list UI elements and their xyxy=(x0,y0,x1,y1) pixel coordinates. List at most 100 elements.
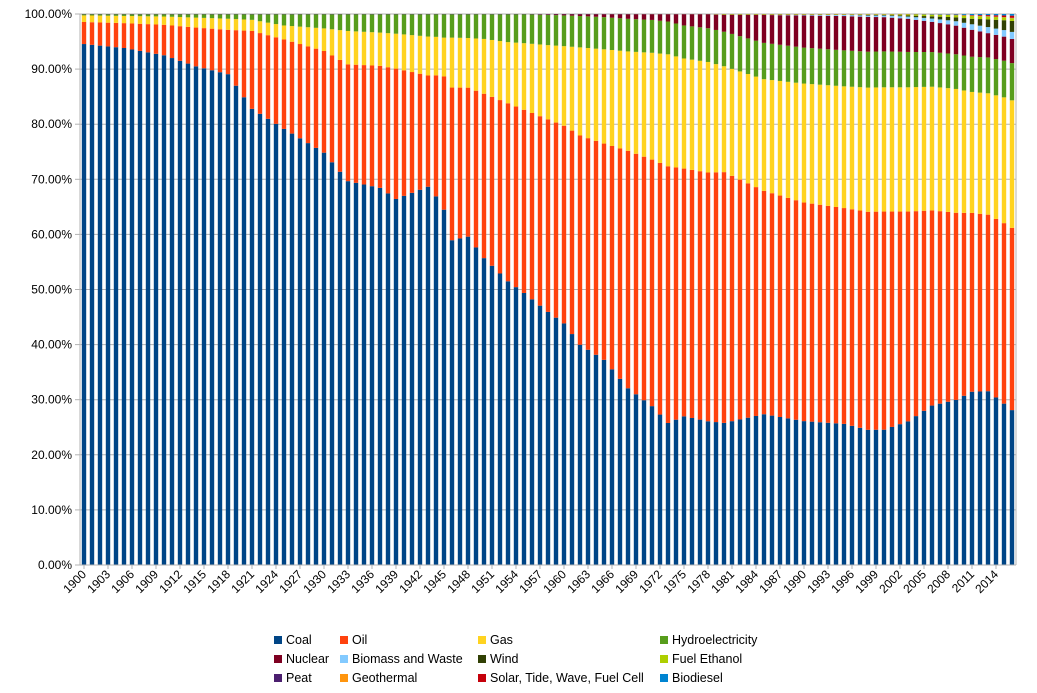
bar-1951-gas xyxy=(489,39,495,97)
x-tick-label: 1960 xyxy=(540,567,569,596)
bar-1967-gas xyxy=(617,50,623,149)
bar-1900-gas xyxy=(81,15,87,22)
bar-1921-oil xyxy=(249,30,255,109)
bar-1989-oil xyxy=(793,200,799,420)
bar-2001-gas xyxy=(889,87,895,212)
bar-1965-nuclear xyxy=(601,14,607,18)
bar-1930-hydroelectricity xyxy=(321,14,327,29)
bar-2006-nuclear xyxy=(929,21,935,53)
bar-1912-coal xyxy=(177,60,183,565)
bar-1934-oil xyxy=(353,64,359,183)
bar-1993-nuclear xyxy=(825,15,831,50)
bar-1976-nuclear xyxy=(689,14,695,27)
bar-2015-biodiesel xyxy=(1001,14,1007,16)
legend-swatch xyxy=(660,636,668,644)
legend-label: Geothermal xyxy=(352,671,417,685)
bar-1983-hydroelectricity xyxy=(745,38,751,74)
bar-2005-gas xyxy=(921,86,927,211)
bar-1973-coal xyxy=(665,422,671,565)
bar-1916-hydroelectricity xyxy=(209,14,215,19)
bar-1977-nuclear xyxy=(697,14,703,28)
x-tick-label: 1945 xyxy=(420,567,449,596)
bar-1988-hydroelectricity xyxy=(785,45,791,82)
bar-1991-nuclear xyxy=(809,15,815,49)
legend-swatch xyxy=(274,636,282,644)
bar-1985-hydroelectricity xyxy=(761,42,767,80)
bar-2007-fuel-ethanol xyxy=(937,14,943,17)
bar-2000-nuclear xyxy=(881,17,887,52)
bar-1978-gas xyxy=(705,61,711,173)
bar-2013-fuel-ethanol xyxy=(985,16,991,20)
bar-2016-nuclear xyxy=(1009,39,1015,64)
bar-2003-oil xyxy=(905,211,911,422)
bar-1921-hydroelectricity xyxy=(249,14,255,20)
bar-1943-hydroelectricity xyxy=(425,14,431,37)
bar-1977-gas xyxy=(697,60,703,172)
bar-1915-oil xyxy=(201,28,207,69)
bar-2010-wind xyxy=(961,18,967,23)
legend-label: Biomass and Waste xyxy=(352,652,463,666)
bar-1926-hydroelectricity xyxy=(289,14,295,27)
bar-2009-wind xyxy=(953,17,959,22)
bar-2016-hydroelectricity xyxy=(1009,63,1015,101)
bar-1969-oil xyxy=(633,153,639,395)
bar-1990-gas xyxy=(801,83,807,203)
y-tick-label: 70.00% xyxy=(31,172,72,186)
bar-1914-coal xyxy=(193,66,199,566)
bar-1990-oil xyxy=(801,202,807,422)
bar-1937-coal xyxy=(377,187,383,565)
legend-label: Fuel Ethanol xyxy=(672,652,742,666)
bar-1900-hydroelectricity xyxy=(81,14,87,16)
bar-1956-oil xyxy=(529,113,535,300)
bar-1957-gas xyxy=(537,44,543,117)
bar-1948-gas xyxy=(465,38,471,88)
bar-1946-coal xyxy=(449,240,455,566)
bar-1999-gas xyxy=(873,87,879,212)
bar-1932-coal xyxy=(337,171,343,565)
bar-1972-oil xyxy=(657,162,663,415)
bar-2000-gas xyxy=(881,87,887,212)
bar-1962-nuclear xyxy=(577,14,583,16)
bar-1995-fuel-ethanol xyxy=(841,14,847,15)
bar-1940-hydroelectricity xyxy=(401,14,407,35)
bar-1922-oil xyxy=(257,33,263,114)
bar-1994-nuclear xyxy=(833,15,839,50)
bar-1979-nuclear xyxy=(713,14,719,30)
bar-1939-coal xyxy=(393,198,399,565)
bar-2007-oil xyxy=(937,211,943,404)
bar-1996-biomass-and-waste xyxy=(849,15,855,17)
bar-1935-coal xyxy=(361,184,367,565)
x-tick-label: 1915 xyxy=(180,567,209,596)
bar-2002-nuclear xyxy=(897,18,903,52)
bar-1942-coal xyxy=(417,189,423,566)
bar-1901-hydroelectricity xyxy=(89,14,95,16)
bar-1992-biomass-and-waste xyxy=(817,14,823,16)
bar-1954-coal xyxy=(513,287,519,565)
x-tick-label: 1924 xyxy=(252,567,281,596)
y-tick-label: 0.00% xyxy=(38,558,72,572)
bar-2013-oil xyxy=(985,214,991,392)
bar-1962-gas xyxy=(577,47,583,136)
bar-1955-hydroelectricity xyxy=(521,14,527,44)
bar-1910-oil xyxy=(161,24,167,56)
bar-2003-fuel-ethanol xyxy=(905,14,911,16)
bar-1971-coal xyxy=(649,406,655,565)
x-tick-label: 1912 xyxy=(156,567,185,596)
bar-1916-coal xyxy=(209,70,215,565)
bar-1970-nuclear xyxy=(641,14,647,20)
bar-1971-oil xyxy=(649,159,655,407)
legend-swatch xyxy=(478,674,486,682)
bar-1912-oil xyxy=(177,26,183,61)
bar-1952-hydroelectricity xyxy=(497,14,503,42)
bar-2012-biomass-and-waste xyxy=(977,25,983,32)
legend-item-wind: Wind xyxy=(478,652,519,666)
bar-1901-coal xyxy=(89,44,95,565)
bar-1996-fuel-ethanol xyxy=(849,14,855,15)
bar-2011-gas xyxy=(969,91,975,213)
legend-item-biomass-and-waste: Biomass and Waste xyxy=(340,652,463,666)
bar-1920-gas xyxy=(241,19,247,31)
bar-1914-gas xyxy=(193,17,199,28)
bar-2000-coal xyxy=(881,429,887,565)
bar-1981-coal xyxy=(729,421,735,565)
bar-2009-hydroelectricity xyxy=(953,54,959,89)
